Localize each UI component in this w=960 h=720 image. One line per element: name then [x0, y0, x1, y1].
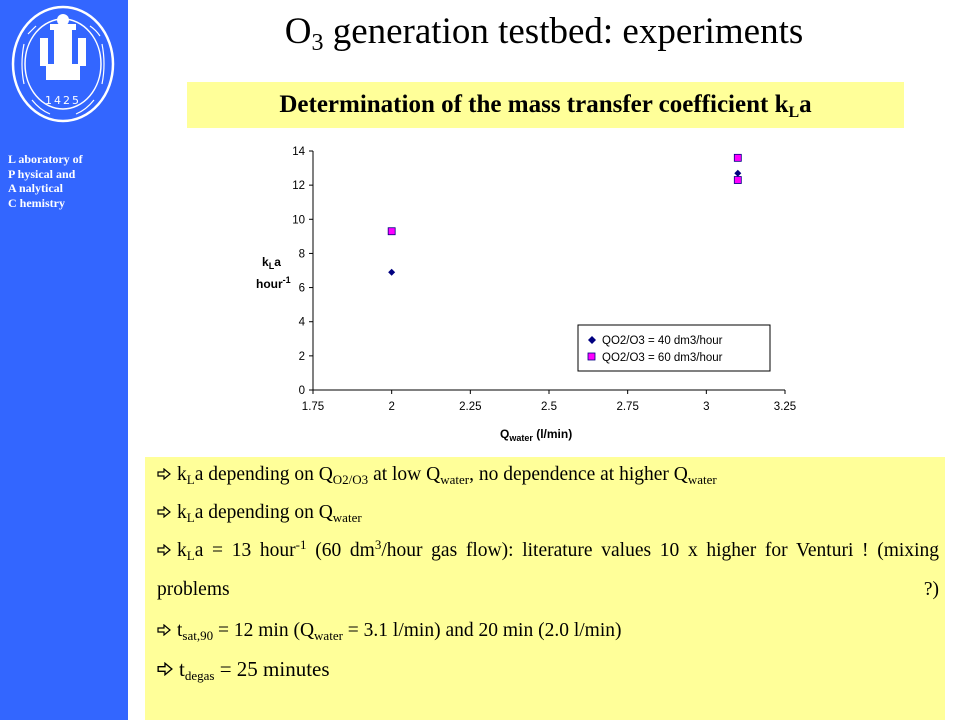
lab-line-4: C hemistry — [8, 195, 65, 210]
x-tick-label: 2.75 — [616, 401, 638, 413]
y-tick-label: 4 — [299, 317, 306, 329]
bullet-list: kLa depending on QO2/O3 at low Qwater, n… — [157, 465, 939, 697]
y-tick-label: 2 — [299, 351, 305, 363]
subtitle: Determination of the mass transfer coeff… — [279, 91, 812, 121]
x-tick-label: 3.25 — [774, 401, 796, 413]
y-tick-label: 0 — [299, 385, 305, 397]
plot-area: 0 2 4 6 8 10 12 14 1.75 2 2.25 2.5 2.75 3 3.25 — [292, 146, 796, 413]
y-tick-label: 8 — [299, 248, 305, 260]
lab-line-3: A nalytical — [8, 181, 64, 195]
legend-label-series-1: QO2/O3 = 40 dm3/hour — [602, 335, 723, 347]
legend-marker-series-2 — [587, 352, 596, 361]
y-tick-label: 14 — [292, 146, 305, 158]
x-tick-label: 2.25 — [459, 401, 481, 413]
data-point-series-1 — [388, 268, 396, 276]
x-tick-label: 1.75 — [302, 401, 324, 413]
chart: 0 2 4 6 8 10 12 14 1.75 2 2.25 2.5 2.75 3 3.25 kLa hou… — [256, 146, 796, 443]
lab-line-2: P hysical and — [8, 166, 76, 181]
outline-arrow-right-icon — [157, 468, 171, 480]
y-tick-label: 10 — [292, 214, 305, 226]
y-tick-label: 12 — [292, 180, 305, 192]
bullet-1: kLa depending on QO2/O3 at low Qwater, n… — [157, 465, 939, 486]
legend-marker-series-1 — [588, 336, 596, 344]
bullet-3: kLa = 13 hour-1 (60 dm3/hour gas flow): … — [157, 537, 939, 600]
x-axis-label: Qwater (l/min) — [500, 427, 572, 443]
x-tick-label: 2.5 — [541, 401, 557, 413]
legend-label-series-2: QO2/O3 = 60 dm3/hour — [602, 352, 723, 364]
outline-arrow-right-icon — [157, 662, 173, 676]
sidebar: 1425 L aboratory of P hysical and A naly… — [0, 0, 128, 720]
data-point-series-2 — [387, 227, 396, 236]
bullet-4: tsat,90 = 12 min (Qwater = 3.1 l/min) an… — [157, 621, 939, 642]
data-point-series-2 — [733, 153, 742, 162]
seal-year: 1425 — [45, 94, 81, 107]
y-axis-label: kLa hour-1 — [256, 255, 291, 291]
bullet-5: tdegas = 25 minutes — [157, 659, 939, 682]
outline-arrow-right-icon — [157, 506, 171, 518]
x-tick-label: 3 — [703, 401, 709, 413]
x-tick-label: 2 — [388, 401, 394, 413]
data-point-series-1 — [734, 169, 742, 177]
outline-arrow-right-icon — [157, 544, 171, 556]
page-title: O3 generation testbed: experiments — [284, 11, 804, 56]
lab-name: L aboratory of P hysical and A nalytical… — [8, 152, 126, 210]
data-point-series-2 — [733, 176, 742, 184]
bullets-box: kLa depending on QO2/O3 at low Qwater, n… — [145, 457, 945, 720]
svg-text:hour-1: hour-1 — [256, 275, 291, 291]
lab-line-1: L aboratory of — [8, 152, 83, 166]
y-tick-label: 6 — [299, 283, 305, 295]
outline-arrow-right-icon — [157, 624, 171, 636]
legend: QO2/O3 = 40 dm3/hour QO2/O3 = 60 dm3/hou… — [577, 324, 771, 372]
bullet-2: kLa depending on Qwater — [157, 503, 939, 524]
subtitle-box: Determination of the mass transfer coeff… — [187, 82, 904, 128]
svg-text:kLa: kLa — [262, 255, 281, 271]
university-seal-icon: 1425 — [11, 5, 115, 123]
